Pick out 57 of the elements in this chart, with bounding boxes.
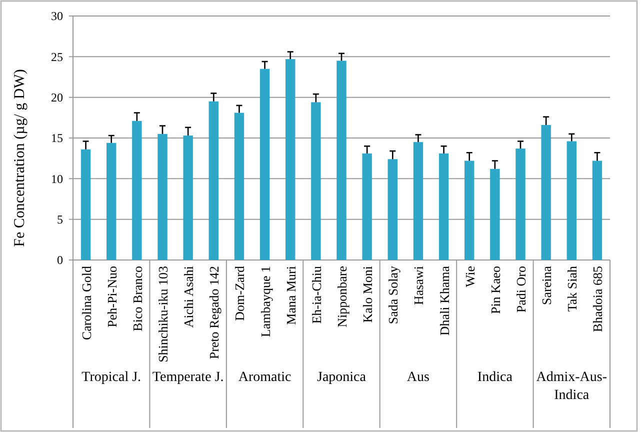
text: Admix-Aus-Indica (536, 370, 608, 403)
x-tick-label: Sareina (539, 266, 554, 305)
x-tick-label: Bico Branco (130, 266, 145, 332)
text: Aus (406, 370, 430, 385)
y-tick-label: 25 (51, 50, 63, 64)
bar (80, 149, 91, 260)
bar (566, 141, 576, 260)
bar (208, 101, 218, 260)
bar (490, 168, 500, 260)
x-tick-label: Nipponbare (334, 266, 350, 328)
x-tick-label: Sada Solay (386, 266, 401, 324)
text: Japonica (317, 370, 367, 385)
bar (336, 60, 346, 260)
bar (438, 153, 449, 260)
bar (413, 142, 424, 260)
x-tick-label: Shinchiku-iku 103 (156, 266, 170, 362)
y-tick-label: 15 (51, 131, 63, 146)
x-tick-label: Dom-Zard (232, 266, 248, 321)
x-tick-label: Dhali Khama (436, 266, 452, 336)
bar (286, 59, 296, 260)
y-tick-label: 20 (51, 90, 63, 105)
bar (541, 124, 551, 260)
bar (260, 68, 270, 260)
y-tick-label: 10 (51, 172, 63, 186)
bar (106, 142, 116, 260)
x-tick-label: Eh-ia-Chiu (308, 266, 324, 324)
bar (516, 148, 526, 260)
x-tick-label: Wie (462, 266, 478, 288)
x-tick-label: Preto Regado 142 (206, 266, 222, 360)
y-axis-title: Fe Concentration (µg/ g DW) (12, 69, 28, 247)
bar (132, 120, 142, 260)
y-tick-label: 5 (57, 212, 63, 227)
text: Aromatic (238, 370, 292, 385)
bar (234, 112, 244, 260)
text: Temperate J. (152, 370, 224, 385)
bar (311, 102, 321, 260)
y-tick-label: 30 (51, 9, 63, 24)
x-tick-label: Bhadoia 685 (590, 266, 606, 332)
x-tick-label: Mana Muri (283, 266, 298, 325)
text: Tropical J. (82, 370, 142, 385)
bar (388, 159, 398, 260)
bar (183, 136, 193, 260)
bar (592, 160, 602, 260)
x-tick-label: Kalo Moni (360, 266, 376, 323)
bar (158, 134, 168, 260)
y-tick-label: 0 (57, 253, 63, 268)
bar (464, 160, 474, 260)
x-tick-label: Carolina Gold (78, 266, 94, 340)
x-tick-label: Pin Kaeo (488, 266, 503, 314)
x-tick-label: Aichi Asahi (181, 266, 196, 328)
x-tick-label: Peh-Pi-Nuo (104, 266, 120, 328)
x-tick-label: Padi Oro (514, 266, 528, 313)
x-tick-label: Lambayque 1 (258, 266, 273, 338)
text: Indica (477, 370, 514, 385)
x-tick-label: Hasawi (411, 266, 426, 305)
bar (362, 153, 372, 260)
x-tick-label: Tak Siah (564, 266, 580, 312)
